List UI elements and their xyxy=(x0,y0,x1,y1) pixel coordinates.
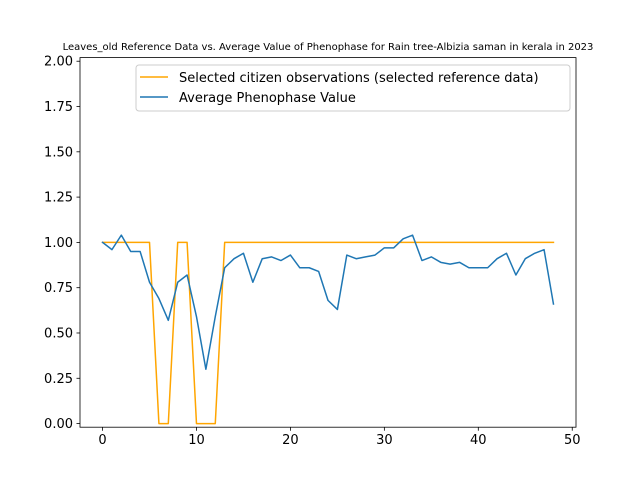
x-tick-label: 50 xyxy=(564,433,581,448)
x-tick-label: 0 xyxy=(98,433,106,448)
series-line-2 xyxy=(101,234,555,370)
legend: Selected citizen observations (selected … xyxy=(135,64,571,112)
y-tick-label: 1.75 xyxy=(44,100,73,115)
y-tick-label: 1.00 xyxy=(44,236,73,251)
plot-area xyxy=(101,234,555,425)
chart-title: Leaves_old Reference Data vs. Average Va… xyxy=(63,42,594,53)
y-tick-label: 0.50 xyxy=(44,326,73,341)
y-tick-label: 2.00 xyxy=(44,55,73,70)
y-tick-label: 1.50 xyxy=(44,145,73,160)
y-tick-label: 1.25 xyxy=(44,191,73,206)
x-tick-label: 20 xyxy=(282,433,299,448)
x-tick-label: 30 xyxy=(376,433,393,448)
legend-label-2: Average Phenophase Value xyxy=(179,91,356,106)
legend-box xyxy=(135,64,571,112)
series-line-1 xyxy=(101,241,555,425)
y-tick-label: 0.75 xyxy=(44,281,73,296)
legend-label-1: Selected citizen observations (selected … xyxy=(179,71,539,86)
x-tick-label: 40 xyxy=(470,433,487,448)
x-tick-label: 10 xyxy=(188,433,205,448)
y-tick-label: 0.25 xyxy=(44,372,73,387)
axes: 0 10 20 30 40 50 0.00 0.25 0.50 0.75 1.00 1.25 1.50 1… xyxy=(44,55,580,448)
y-tick-label: 0.00 xyxy=(44,417,73,432)
